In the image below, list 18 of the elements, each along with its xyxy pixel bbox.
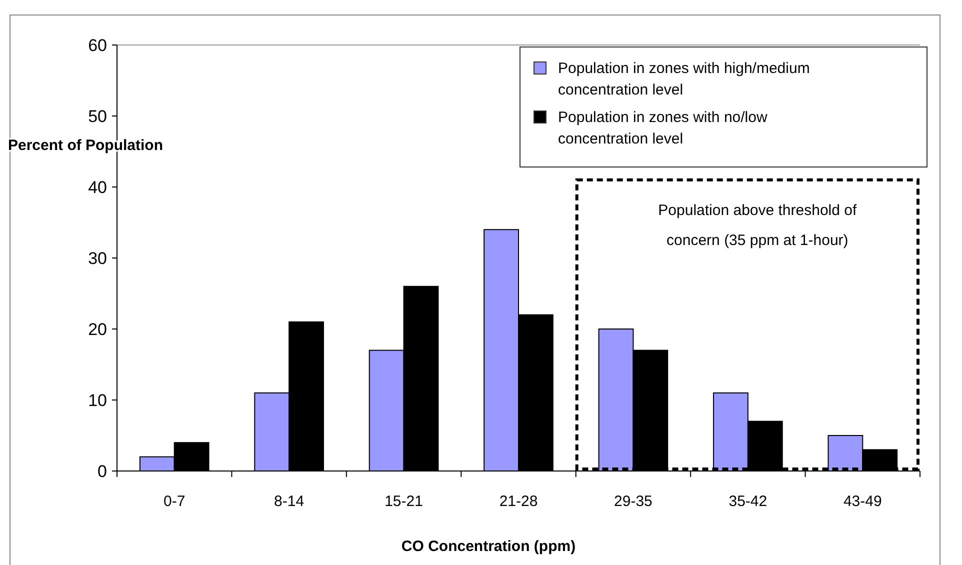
y-tick-label: 40 — [88, 178, 107, 197]
y-tick-label: 30 — [88, 249, 107, 268]
y-tick-label: 10 — [88, 391, 107, 410]
x-tick-label: 21-28 — [499, 493, 538, 510]
y-tick-label: 20 — [88, 320, 107, 339]
y-tick-label: 0 — [98, 462, 107, 481]
legend-label: Population in zones with high/medium concentration level — [558, 60, 810, 98]
x-axis-title: CO Concentration (ppm) — [401, 538, 576, 555]
x-tick-label: 43-49 — [843, 493, 882, 510]
y-tick-label: 50 — [88, 107, 107, 126]
legend-label: Population in zones with no/low concentration level — [558, 109, 768, 148]
x-tick-label: 29-35 — [614, 493, 652, 510]
x-tick-label: 35-42 — [728, 493, 768, 510]
x-tick-label: 8-14 — [274, 493, 304, 510]
annotation: Population above threshold of concern (35 ppm at 1-hour) — [658, 202, 858, 249]
y-tick-label: 60 — [88, 36, 107, 55]
x-tick-label: 0-7 — [164, 493, 186, 510]
x-tick-label: 15-21 — [384, 493, 423, 510]
